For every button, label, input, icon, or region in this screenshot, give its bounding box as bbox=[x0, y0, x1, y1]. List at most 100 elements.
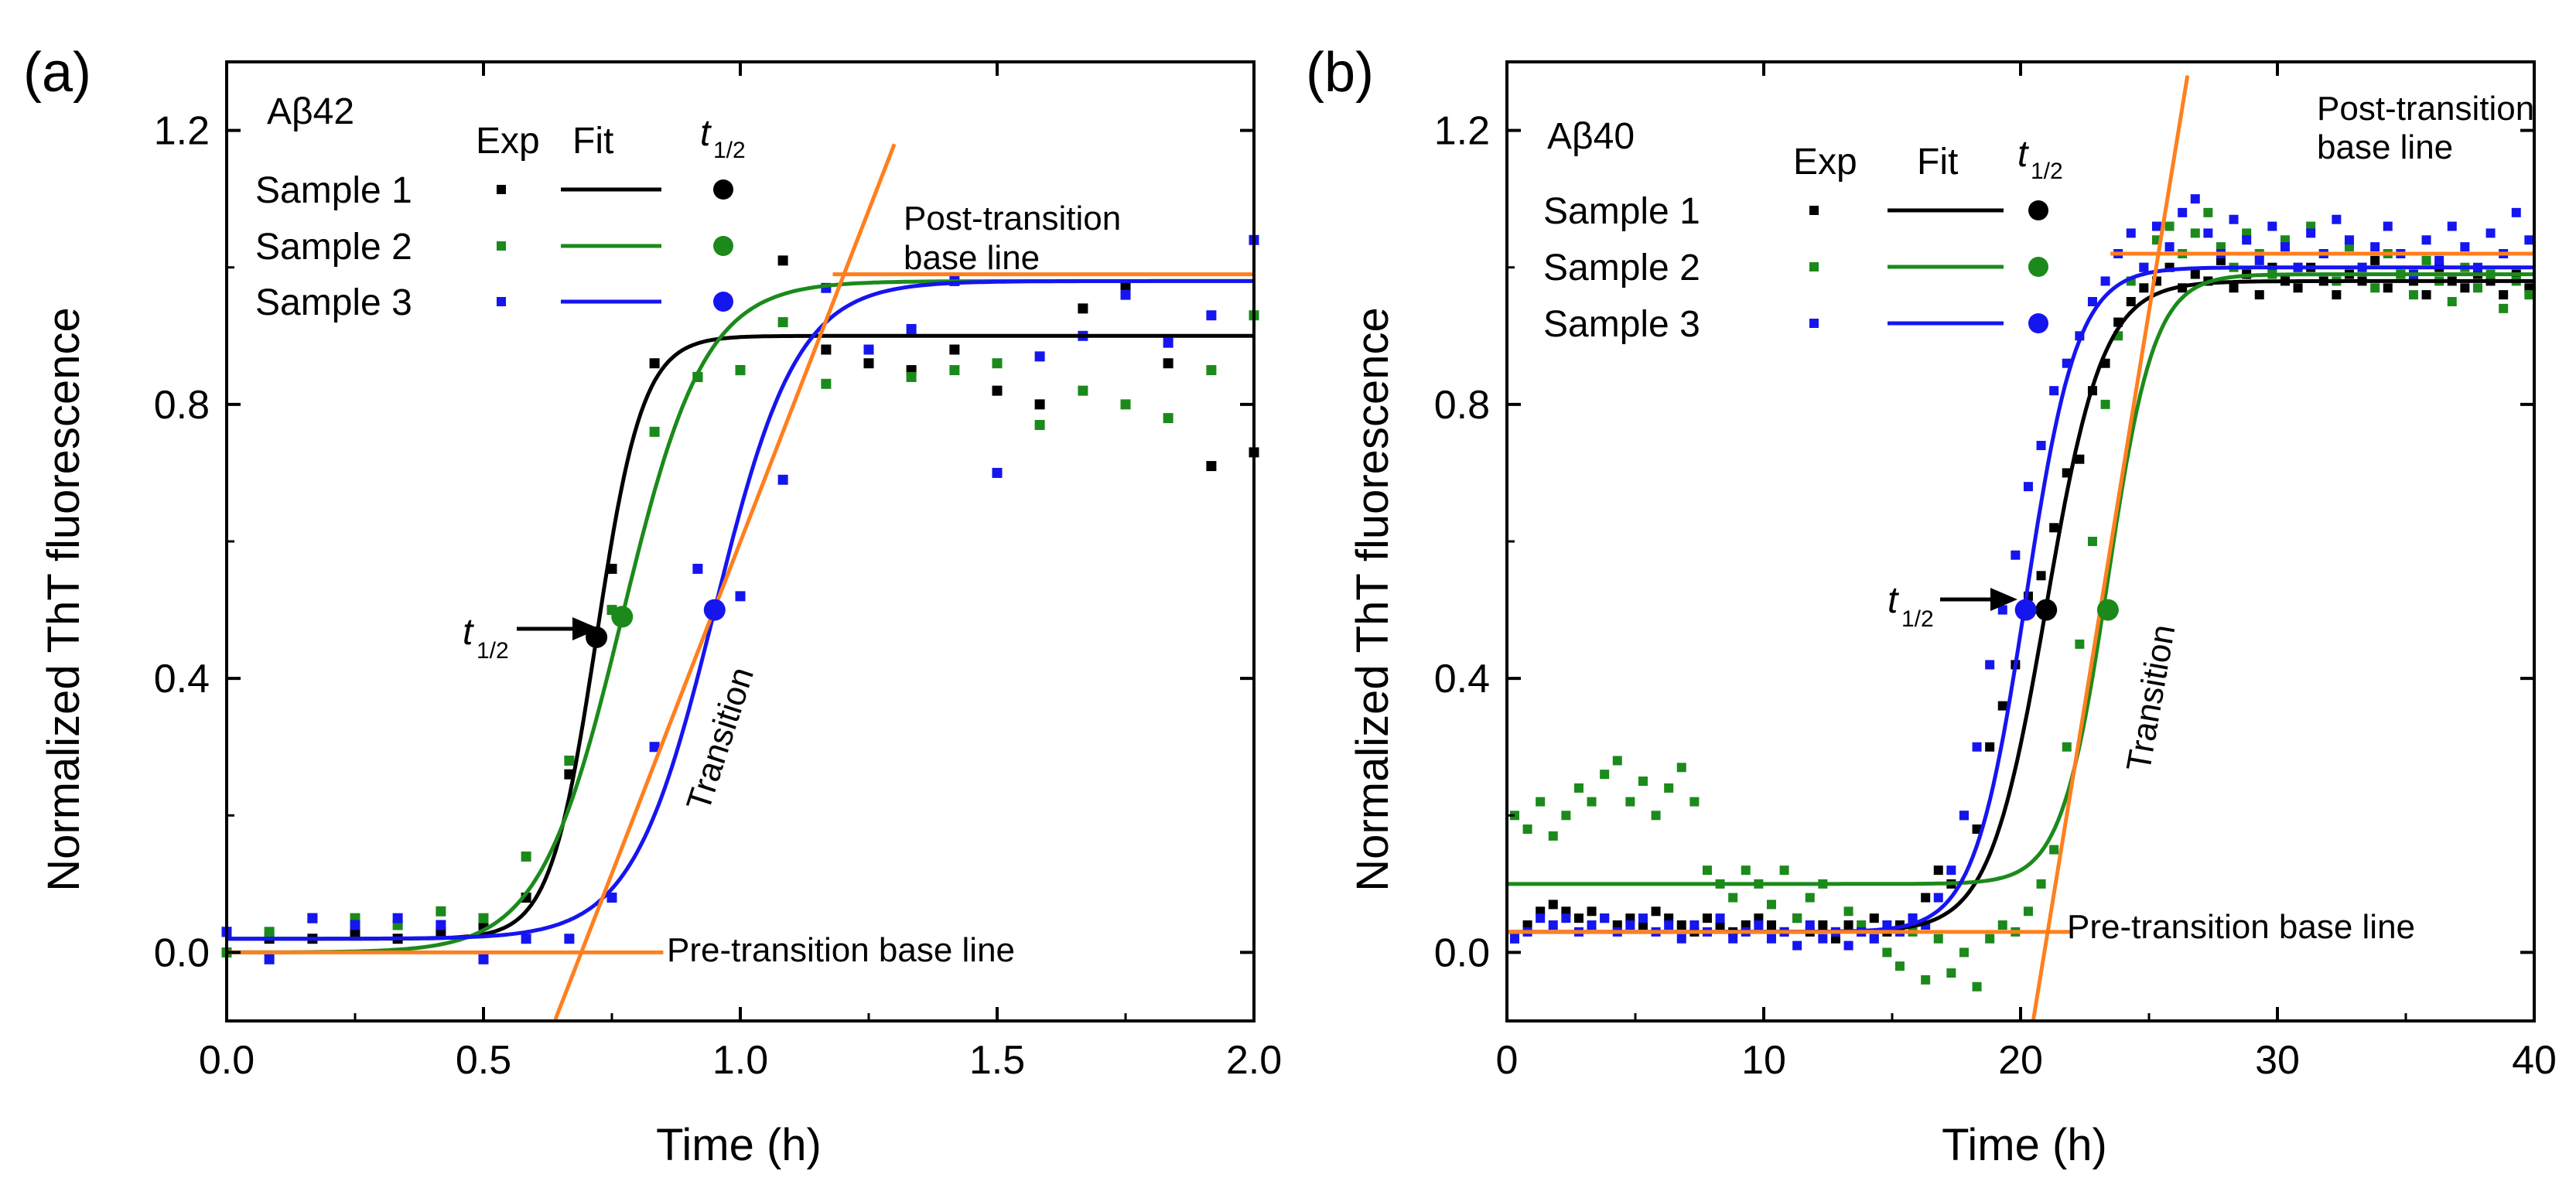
panel-a-legend-fit-header: Fit bbox=[572, 121, 613, 162]
data-point bbox=[2229, 283, 2239, 293]
data-point bbox=[2229, 214, 2239, 224]
data-point bbox=[1078, 385, 1088, 396]
data-point bbox=[2370, 242, 2380, 252]
legend-exp-marker bbox=[1809, 319, 1819, 328]
data-point bbox=[1600, 770, 1610, 780]
x-tick-label: 10 bbox=[1741, 1038, 1786, 1083]
data-point bbox=[1997, 605, 2007, 615]
data-point bbox=[436, 920, 446, 930]
data-point bbox=[1766, 900, 1776, 910]
data-point bbox=[1206, 365, 1217, 376]
data-point bbox=[2242, 235, 2252, 245]
data-point bbox=[2421, 255, 2431, 265]
data-point bbox=[2293, 283, 2303, 293]
x-tick-label: 0.5 bbox=[456, 1038, 511, 1083]
data-point bbox=[2383, 221, 2393, 231]
panel-b-legend-fit-header: Fit bbox=[1917, 142, 1958, 183]
data-point bbox=[2434, 255, 2444, 265]
legend-label: Sample 2 bbox=[255, 227, 412, 268]
data-point bbox=[1985, 742, 1995, 752]
data-point bbox=[2036, 441, 2046, 450]
data-point bbox=[1625, 920, 1635, 930]
data-point bbox=[2075, 454, 2085, 464]
data-point bbox=[2023, 906, 2033, 917]
data-point bbox=[1997, 920, 2007, 930]
data-point bbox=[1766, 934, 1776, 944]
data-point bbox=[2087, 537, 2097, 546]
data-point bbox=[1972, 824, 1982, 834]
data-point bbox=[1933, 934, 1943, 944]
legend-label: Sample 1 bbox=[1543, 191, 1700, 232]
fit-curve bbox=[227, 278, 1254, 954]
data-point bbox=[863, 358, 874, 369]
data-point bbox=[606, 893, 617, 903]
data-point bbox=[1078, 303, 1088, 314]
legend-exp-marker bbox=[497, 185, 506, 194]
data-point bbox=[1548, 831, 1558, 841]
data-point bbox=[2178, 207, 2188, 217]
data-point bbox=[2254, 255, 2264, 265]
transition-line bbox=[553, 143, 897, 1020]
data-point bbox=[2049, 386, 2059, 396]
legend-thalf-marker bbox=[713, 236, 733, 256]
data-point bbox=[2203, 207, 2213, 217]
data-point bbox=[1689, 920, 1700, 930]
data-point bbox=[392, 913, 403, 923]
data-point bbox=[821, 378, 832, 389]
data-point bbox=[1843, 920, 1853, 930]
data-point bbox=[649, 426, 660, 437]
panel-a-ylabel: Normalized ThT fluorescence bbox=[39, 307, 89, 891]
t-half-marker bbox=[2014, 599, 2037, 621]
data-point bbox=[1664, 783, 1674, 793]
data-point bbox=[2023, 482, 2033, 492]
data-point bbox=[2049, 845, 2059, 855]
data-point bbox=[1548, 920, 1558, 930]
data-point bbox=[1843, 906, 1853, 917]
y-tick-label: 0.0 bbox=[154, 930, 210, 975]
data-point bbox=[264, 954, 275, 964]
data-point bbox=[1573, 783, 1584, 793]
data-point bbox=[2011, 550, 2021, 560]
data-point bbox=[2332, 290, 2342, 300]
data-point bbox=[1509, 934, 1519, 944]
data-point bbox=[264, 927, 275, 937]
legend-label: Sample 1 bbox=[255, 170, 412, 211]
data-point bbox=[1573, 913, 1584, 923]
data-point bbox=[478, 913, 489, 923]
panel-a-thalf-annot: t bbox=[463, 612, 474, 653]
panel-b-ylabel: Normalized ThT fluorescence bbox=[1348, 307, 1398, 891]
data-point bbox=[1120, 289, 1131, 300]
t-half-marker bbox=[2096, 599, 2119, 621]
data-point bbox=[1561, 913, 1571, 923]
fit-curve bbox=[227, 333, 1254, 941]
data-point bbox=[2421, 290, 2431, 300]
data-point bbox=[735, 365, 746, 376]
data-point bbox=[1805, 920, 1815, 930]
data-point bbox=[2164, 221, 2175, 231]
data-point bbox=[2280, 242, 2290, 252]
data-point bbox=[2460, 242, 2470, 252]
y-tick-label: 1.2 bbox=[154, 109, 210, 154]
data-point bbox=[2087, 297, 2097, 306]
panel-b-post-label-2: base line bbox=[2317, 128, 2453, 166]
legend-thalf-marker bbox=[2028, 313, 2048, 333]
data-point bbox=[2447, 221, 2457, 231]
data-point bbox=[2036, 879, 2046, 889]
panel-b-title: Aβ40 bbox=[1547, 116, 1635, 157]
legend-exp-marker bbox=[497, 241, 506, 251]
panel-b-thalf-annot-sub: 1/2 bbox=[1901, 606, 1934, 632]
data-point bbox=[2370, 255, 2380, 265]
data-point bbox=[2267, 221, 2277, 231]
x-tick-label: 40 bbox=[2512, 1038, 2557, 1083]
data-point bbox=[1933, 893, 1943, 903]
data-point bbox=[1702, 913, 1712, 923]
legend-thalf-marker bbox=[713, 292, 733, 312]
data-point bbox=[1908, 913, 1918, 923]
data-point bbox=[1894, 961, 1905, 971]
x-tick-label: 1.0 bbox=[712, 1038, 768, 1083]
panel-a-transition-label: Transition bbox=[679, 663, 761, 815]
data-point bbox=[2485, 228, 2496, 238]
data-point bbox=[1959, 947, 1969, 958]
panel-b-post-label-1: Post-transition bbox=[2317, 90, 2534, 128]
data-point bbox=[1625, 797, 1635, 807]
